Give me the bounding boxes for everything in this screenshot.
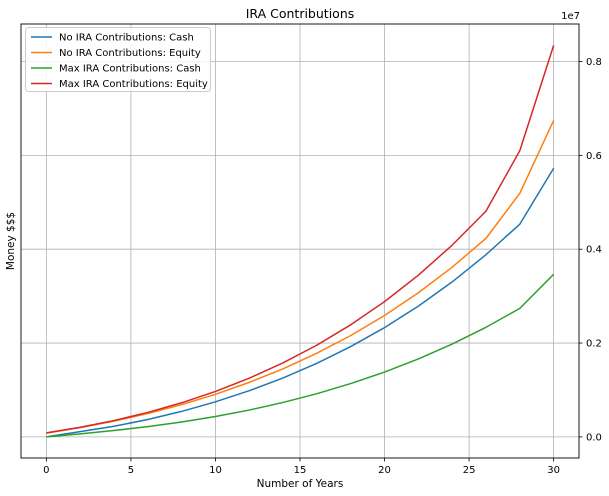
x-axis-label: Number of Years — [257, 478, 344, 490]
legend-label: Max IRA Contributions: Equity — [59, 79, 208, 90]
x-tick-label: 10 — [209, 465, 222, 476]
y-tick-label: 0.2 — [586, 339, 602, 350]
x-tick-label: 30 — [547, 465, 560, 476]
y-tick-label: 0.8 — [586, 57, 602, 68]
grid — [21, 24, 579, 458]
legend-box — [25, 27, 211, 92]
legend-label: No IRA Contributions: Cash — [59, 33, 194, 44]
series-line — [46, 120, 555, 434]
y-tick-label: 0.6 — [586, 151, 602, 162]
x-axis-ticks: 0 5 10 15 20 25 30 — [43, 458, 560, 476]
legend-items: No IRA Contributions: Cash No IRA Contrib… — [31, 33, 208, 90]
x-tick-label: 5 — [128, 465, 134, 476]
y-tick-label: 0.0 — [586, 432, 602, 443]
legend-label: No IRA Contributions: Equity — [59, 48, 201, 59]
x-tick-label: 20 — [378, 465, 391, 476]
x-tick-label: 0 — [43, 465, 49, 476]
legend-label: Max IRA Contributions: Cash — [59, 64, 201, 75]
legend: No IRA Contributions: Cash No IRA Contrib… — [25, 27, 211, 92]
y-axis-label: Money $$$ — [5, 212, 17, 270]
series-line — [46, 45, 555, 434]
series-line — [46, 167, 555, 438]
series-lines — [46, 45, 555, 438]
x-tick-label: 25 — [463, 465, 476, 476]
chart-title: IRA Contributions — [246, 6, 355, 21]
y-tick-label: 0.4 — [586, 245, 602, 256]
y-axis-ticks: 0.0 0.2 0.4 0.6 0.8 — [579, 57, 602, 443]
series-line — [46, 273, 555, 438]
y-axis-offset-text: 1e7 — [561, 11, 580, 22]
x-tick-label: 15 — [294, 465, 307, 476]
